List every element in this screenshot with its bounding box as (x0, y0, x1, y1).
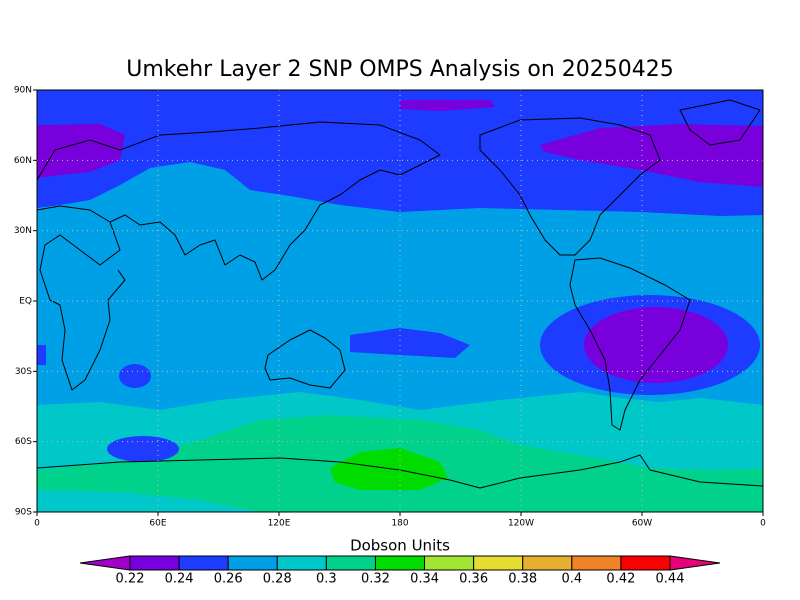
colorbar-label: 0.32 (361, 572, 390, 587)
colorbar-label: 0.3 (316, 572, 337, 587)
field-south-america-low (584, 307, 728, 383)
lon-label: 60E (149, 519, 166, 529)
coast-antarctica (37, 454, 763, 489)
colorbar-box (129, 555, 180, 571)
colorbar-box (571, 555, 622, 571)
lon-label: 0 (760, 519, 766, 529)
colorbar-label: 0.42 (606, 572, 635, 587)
lon-label: 60W (632, 519, 652, 529)
colorbar-title: Dobson Units (350, 537, 450, 555)
colorbar-label: 0.44 (656, 572, 685, 587)
colorbar-label: 0.34 (410, 572, 439, 587)
colorbar-box (227, 555, 278, 571)
colorbar-over (669, 555, 721, 571)
lon-label: 120E (268, 519, 291, 529)
field-north-low (37, 124, 125, 178)
coast-eurasia (37, 121, 441, 281)
colorbar-under (79, 555, 131, 571)
lat-label: 30S (15, 367, 32, 377)
lat-label: 30N (14, 226, 32, 236)
colorbar-box (374, 555, 426, 571)
colorbar-box (424, 555, 475, 571)
map-frame (36, 89, 764, 513)
coast-australia (264, 329, 346, 389)
colorbar-box (325, 555, 376, 571)
colorbar-label: 0.24 (165, 572, 194, 587)
colorbar: Dobson Units 0.22 0.24 0.26 0.28 0.3 0.32 0.34… (79, 537, 721, 587)
colorbar-label: 0.4 (561, 572, 582, 587)
lat-label: 90S (15, 508, 32, 518)
title: Umkehr Layer 2 SNP OMPS Analysis on 2025… (126, 57, 674, 82)
colorbar-label: 0.36 (459, 572, 488, 587)
colorbar-box (473, 555, 524, 571)
coast-africa (37, 205, 126, 391)
coastlines (37, 99, 763, 489)
lat-label: EQ (19, 297, 32, 307)
colorbar-box (276, 555, 327, 571)
lat-label: 90N (14, 86, 32, 96)
lon-label: 180 (391, 519, 408, 529)
colorbar-box (522, 555, 573, 571)
lat-label: 60S (15, 437, 32, 447)
field-north (37, 90, 763, 216)
coast-north-america (479, 117, 661, 256)
field-patch (350, 328, 470, 358)
coast-greenland (679, 99, 761, 146)
field-north-low (400, 100, 495, 111)
colorbar-box (620, 555, 671, 571)
field-north-low (540, 124, 763, 187)
colorbar-label: 0.22 (116, 572, 145, 587)
colorbar-box (178, 555, 229, 571)
lat-label: 60N (14, 156, 32, 166)
lon-label: 0 (34, 519, 40, 529)
field-patch (119, 364, 151, 388)
coast-south-america (569, 257, 691, 431)
colorbar-label: 0.28 (263, 572, 292, 587)
field-south (37, 490, 260, 512)
lon-label: 120W (508, 519, 534, 529)
colorbar-label: 0.26 (214, 572, 243, 587)
field-patch (37, 345, 46, 365)
field-patch (107, 436, 179, 462)
colorbar-label: 0.38 (508, 572, 537, 587)
